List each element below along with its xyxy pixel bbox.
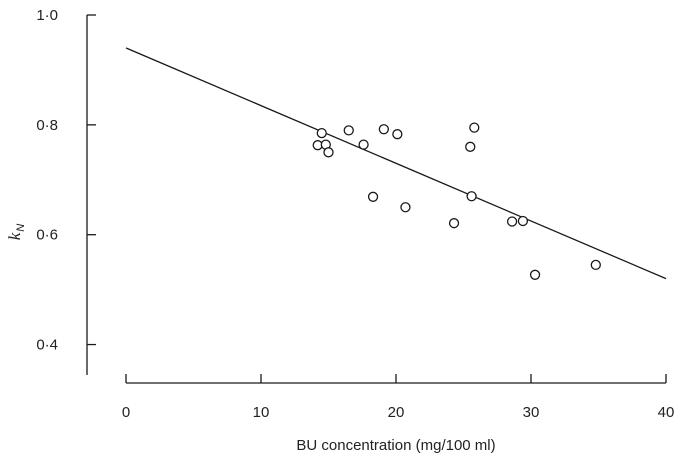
- data-point: [323, 147, 334, 158]
- data-point: [378, 124, 390, 135]
- x-tick-label: 40: [658, 404, 675, 421]
- data-point: [392, 129, 403, 140]
- y-tick-label: 0·8: [36, 117, 58, 134]
- data-point: [529, 269, 541, 280]
- data-point: [367, 191, 379, 202]
- x-axis-title: BU concentration (mg/100 ml): [296, 437, 495, 454]
- data-point: [590, 259, 601, 271]
- y-axis-title-subscript: N: [15, 224, 27, 232]
- data-point: [358, 139, 369, 150]
- x-tick-label: 0: [122, 404, 130, 421]
- plot-area: 0·4 0·6 0·8 1·0 0 10 20 30 40: [36, 7, 674, 421]
- y-axis-title: kN: [5, 224, 27, 241]
- y-tick-label: 0·4: [36, 337, 58, 354]
- data-point: [400, 202, 411, 213]
- y-axis-ticks: 0·4 0·6 0·8 1·0: [36, 7, 96, 354]
- y-axis-title-main: k: [5, 232, 24, 240]
- regression-line: [125, 47, 667, 280]
- x-tick-label: 30: [523, 404, 540, 421]
- y-tick-label: 1·0: [36, 7, 58, 24]
- data-point: [466, 191, 477, 202]
- x-axis-ticks: 0 10 20 30 40: [122, 374, 675, 421]
- x-tick-label: 20: [388, 404, 405, 421]
- data-point: [517, 215, 529, 227]
- data-points: [312, 122, 601, 280]
- data-point: [506, 216, 518, 227]
- data-point: [448, 218, 460, 229]
- x-tick-label: 10: [253, 404, 270, 421]
- data-point: [469, 122, 480, 133]
- data-point: [316, 127, 327, 139]
- y-tick-label: 0·6: [36, 227, 58, 244]
- data-point: [465, 141, 476, 152]
- data-point: [343, 125, 354, 136]
